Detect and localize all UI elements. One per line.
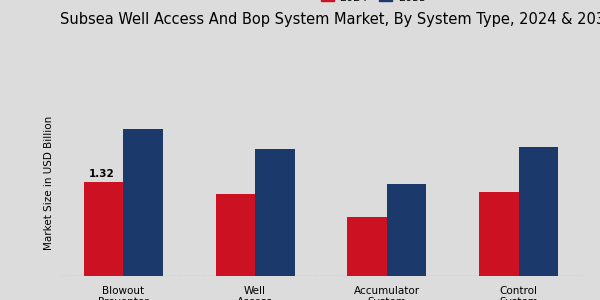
Bar	[347, 217, 387, 276]
Bar	[255, 149, 295, 276]
Legend: 2024, 2035: 2024, 2035	[316, 0, 430, 7]
Text: 1.32: 1.32	[89, 169, 115, 179]
Bar	[215, 194, 255, 276]
Bar	[84, 182, 123, 276]
Bar	[519, 147, 558, 276]
Text: Subsea Well Access And Bop System Market, By System Type, 2024 & 2035: Subsea Well Access And Bop System Market…	[60, 12, 600, 27]
Bar	[387, 184, 427, 276]
Bar	[479, 192, 519, 276]
Y-axis label: Market Size in USD Billion: Market Size in USD Billion	[44, 116, 55, 250]
Bar	[123, 129, 163, 276]
